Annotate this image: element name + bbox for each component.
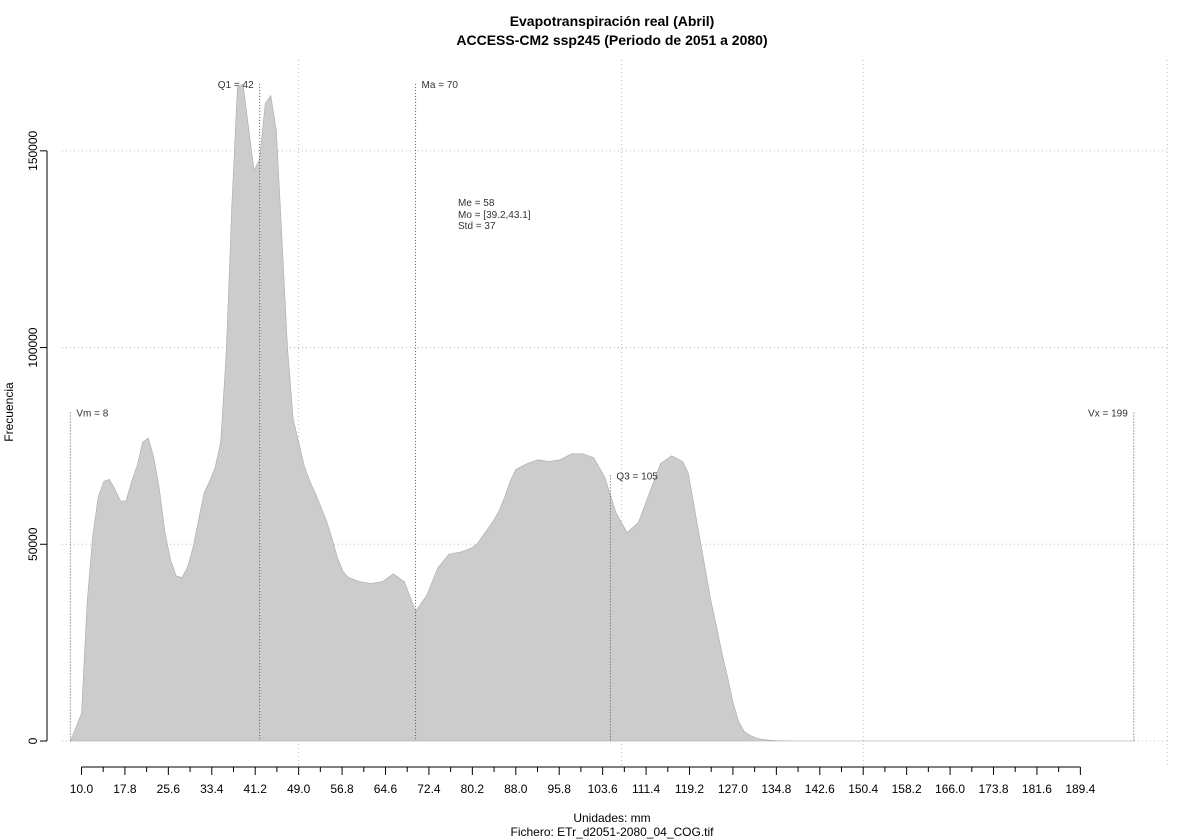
x-tick-label: 166.0: [935, 782, 965, 796]
x-axis-label: Unidades: mm: [573, 811, 650, 825]
x-tick-label: 72.4: [417, 782, 441, 796]
y-ticks: 0 50000 100000 150000: [26, 130, 47, 744]
y-tick-label: 0: [26, 737, 40, 744]
x-tick-label: 150.4: [848, 782, 878, 796]
x-tick-label: 134.8: [761, 782, 791, 796]
chart-subtitle: ACCESS-CM2 ssp245 (Periodo de 2051 a 208…: [456, 32, 767, 48]
chart-title: Evapotranspiración real (Abril): [510, 13, 715, 29]
x-tick-label: 111.4: [632, 782, 661, 796]
x-tick-label: 10.0: [70, 782, 94, 796]
vline-label: Vm = 8: [76, 408, 108, 419]
x-tick-label: 25.6: [157, 782, 181, 796]
x-tick-label: 56.8: [330, 782, 354, 796]
stat-mean: Me = 58: [458, 198, 495, 209]
vline-label: Vx = 199: [1088, 408, 1128, 419]
reference-lines: Vm = 8 Q1 = 42 Ma = 70 Q3 = 105 Vx = 199: [69, 80, 1135, 741]
x-tick-label: 80.2: [461, 782, 485, 796]
x-tick-label: 41.2: [244, 782, 268, 796]
x-tick-label: 88.0: [504, 782, 528, 796]
vline-label: Q1 = 42: [218, 80, 254, 91]
x-tick-label: 103.6: [588, 782, 618, 796]
x-tick-label: 158.2: [892, 782, 922, 796]
x-tick-label: 64.6: [374, 782, 398, 796]
stat-mode: Mo = [39.2,43.1]: [458, 210, 531, 221]
histogram-area: [70, 83, 1134, 742]
x-tick-label: 127.0: [718, 782, 748, 796]
y-tick-label: 50000: [26, 527, 40, 561]
y-tick-label: 150000: [26, 130, 40, 170]
y-axis-label: Frecuencia: [2, 382, 16, 442]
vline-label: Q3 = 105: [616, 471, 658, 482]
x-tick-label: 189.4: [1065, 782, 1095, 796]
vline-label: Ma = 70: [422, 80, 459, 91]
x-tick-label: 119.2: [675, 782, 704, 796]
x-tick-label: 33.4: [200, 782, 224, 796]
x-tick-label: 95.8: [548, 782, 572, 796]
stat-std: Std = 37: [458, 221, 496, 232]
x-ticks: 10.0 17.8 25.6 33.4 41.2 49.0 56.8 64.6 72.4 80.2…: [70, 767, 1096, 796]
y-tick-label: 100000: [26, 327, 40, 367]
x-tick-label: 17.8: [113, 782, 137, 796]
chart-caption: Fichero: ETr_d2051-2080_04_COG.tif: [511, 825, 715, 839]
x-tick-label: 173.8: [978, 782, 1008, 796]
x-tick-label: 181.6: [1022, 782, 1052, 796]
x-tick-label: 49.0: [287, 782, 311, 796]
x-tick-label: 142.6: [805, 782, 835, 796]
